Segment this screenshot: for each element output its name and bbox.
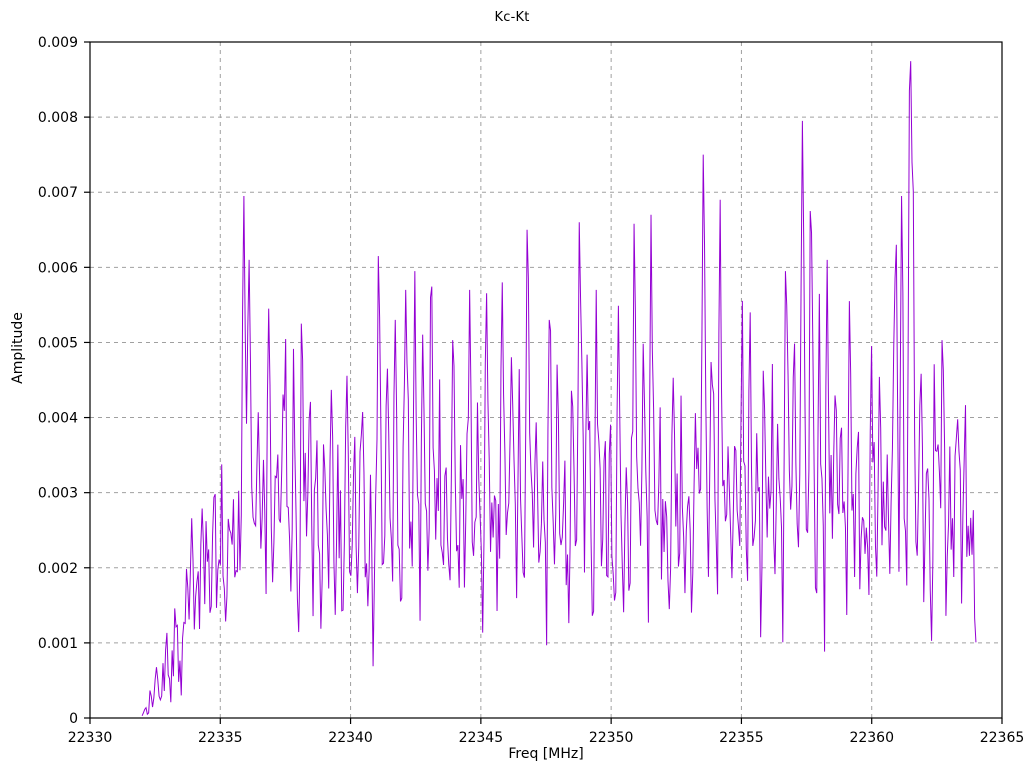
y-tick-labels: 0 0.001 0.002 0.003 0.004 0.005 0.006 0.007 0.00… [38, 35, 78, 727]
svg-text:0.009: 0.009 [38, 35, 78, 51]
svg-text:0.001: 0.001 [38, 636, 78, 652]
y-tick-marks [84, 41, 90, 719]
svg-text:0.008: 0.008 [38, 110, 78, 126]
svg-text:0.002: 0.002 [38, 561, 78, 577]
svg-text:22345: 22345 [459, 730, 504, 746]
data-series-line [141, 61, 977, 716]
svg-text:22330: 22330 [68, 730, 113, 746]
chart-title: Kc-Kt [494, 10, 530, 25]
svg-text:22350: 22350 [589, 730, 634, 746]
svg-text:0.003: 0.003 [38, 486, 78, 502]
svg-text:0.006: 0.006 [38, 260, 78, 276]
svg-text:0.004: 0.004 [38, 411, 78, 427]
svg-text:22340: 22340 [328, 730, 373, 746]
svg-text:22355: 22355 [719, 730, 764, 746]
x-tick-labels: 22330 22335 22340 22345 22350 22355 22360 22365 [68, 730, 1024, 746]
svg-text:22365: 22365 [980, 730, 1024, 746]
svg-text:22335: 22335 [198, 730, 243, 746]
x-axis-label: Freq [MHz] [508, 746, 584, 762]
gridlines [90, 42, 1002, 718]
svg-text:0.005: 0.005 [38, 335, 78, 351]
svg-text:0.007: 0.007 [38, 185, 78, 201]
svg-text:0: 0 [69, 711, 78, 727]
plot-frame [89, 41, 1003, 719]
x-tick-marks [89, 718, 1003, 724]
svg-text:22360: 22360 [849, 730, 894, 746]
